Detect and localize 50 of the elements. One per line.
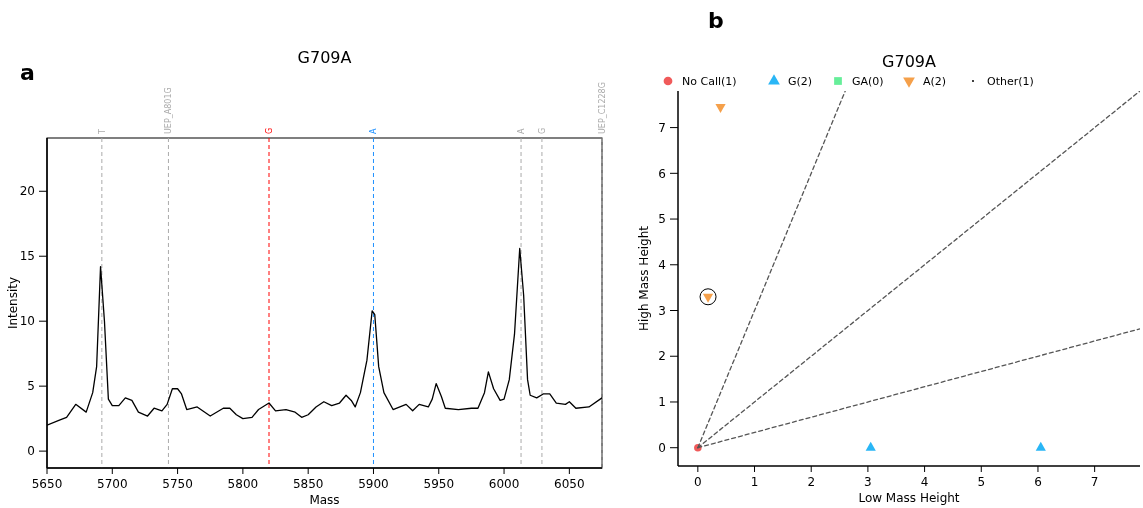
x-tick-label: 4 (920, 475, 929, 489)
x-tick-label: 5700 (97, 477, 128, 491)
y-tick-label: 6 (658, 166, 666, 181)
x-tick-label: 6 (1034, 475, 1042, 489)
y-axis-title: Intensity (6, 276, 20, 330)
x-tick-label: 3 (864, 475, 872, 489)
ref-line-label: G (537, 127, 547, 134)
x-tick-label: 6050 (554, 477, 585, 491)
y-tick-label: 1 (658, 395, 666, 410)
y-tick-label: 5 (27, 379, 35, 394)
legend-label: GA(0) (852, 74, 884, 88)
ref-line-label: UEP_C1228G (598, 82, 607, 134)
y-axis-title: High Mass Height (637, 225, 651, 332)
x-tick-label: 0 (694, 475, 702, 489)
x-tick-label: 5850 (292, 477, 324, 491)
x-tick-label: 2 (807, 475, 816, 489)
x-tick-label: 5750 (162, 477, 193, 491)
ref-line-label: A (369, 128, 379, 134)
y-tick-label: 20 (19, 184, 35, 199)
legend-label: Other(1) (987, 74, 1034, 88)
y-tick-label: 3 (658, 303, 666, 318)
x-tick-label: 5 (977, 475, 986, 489)
x-tick-label: 5950 (423, 477, 455, 491)
legend-label: No Call(1) (682, 74, 737, 88)
legend-label: A(2) (923, 74, 947, 88)
y-tick-label: 2 (658, 349, 666, 364)
x-tick-label: 5800 (227, 477, 259, 491)
text: a (20, 60, 35, 85)
x-axis-title: Mass (309, 493, 340, 507)
y-tick-label: 0 (27, 444, 35, 459)
ref-line-label: A (517, 128, 527, 134)
chart-title: G709A (882, 52, 936, 71)
x-tick-label: 5900 (358, 477, 389, 491)
x-tick-label: 6000 (488, 477, 520, 491)
legend-label: G(2) (788, 74, 813, 88)
y-tick-label: 10 (19, 314, 35, 329)
y-tick-label: 0 (658, 440, 666, 455)
ref-line-label: T (97, 129, 107, 135)
text: b (708, 8, 724, 33)
ref-line-label: G (265, 127, 274, 134)
y-tick-label: 5 (658, 212, 666, 227)
y-tick-label: 15 (19, 249, 35, 264)
chart-title: G709A (297, 48, 352, 67)
y-tick-label: 7 (658, 120, 666, 135)
x-tick-label: 1 (750, 475, 759, 489)
x-tick-label: 7 (1090, 475, 1099, 489)
x-axis-title: Low Mass Height (858, 491, 960, 505)
x-tick-label: 5650 (31, 477, 63, 491)
y-tick-label: 4 (658, 257, 666, 272)
ref-line-label: UEP_A801G (164, 87, 174, 134)
